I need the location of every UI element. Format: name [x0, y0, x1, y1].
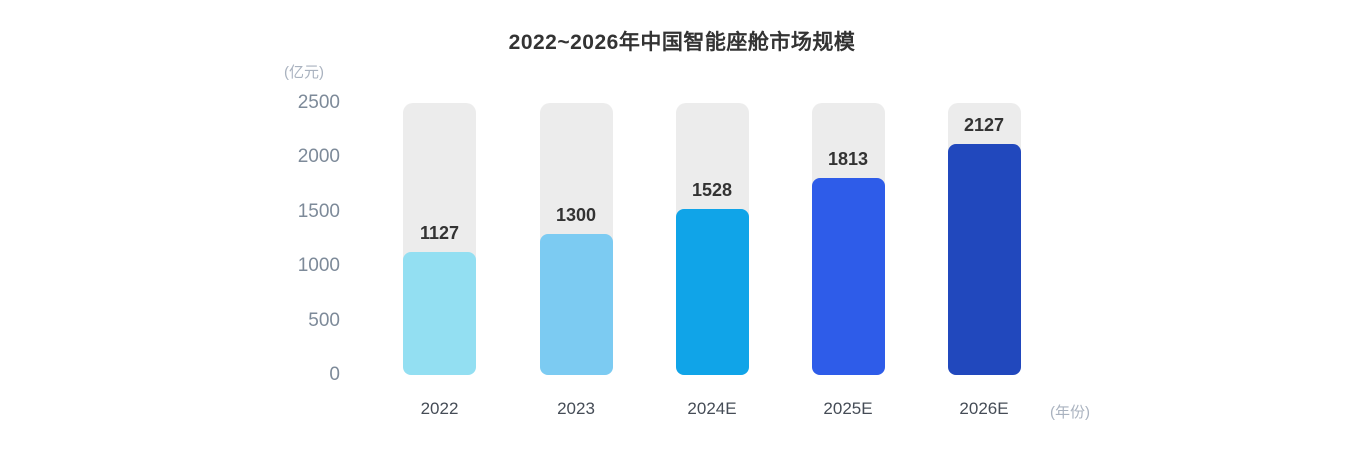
bar-value-label: 1528	[691, 179, 733, 200]
x-axis-unit-label: (年份)	[1050, 404, 1090, 421]
bar-fill-2026E	[947, 143, 1021, 375]
y-tick-label: 1000	[297, 255, 340, 277]
x-category-label: 2026E	[959, 399, 1009, 418]
x-category-label: 2025E	[823, 399, 873, 418]
bar-track: 2127	[947, 103, 1021, 375]
y-tick-label: 2000	[297, 146, 340, 168]
bar-fill-2024E	[675, 208, 749, 375]
y-tick-label: 500	[308, 309, 340, 331]
y-tick-label: 1500	[297, 200, 340, 222]
bar-value-label: 1300	[555, 204, 597, 225]
bar-track: 1813	[811, 103, 885, 375]
bar-value-label: 1127	[419, 223, 460, 244]
bar-value-label: 1813	[827, 148, 869, 169]
y-tick-label: 2500	[297, 92, 340, 113]
x-category-label: 2023	[557, 399, 595, 418]
bar-fill-2025E	[811, 177, 885, 375]
y-axis-unit-label: (亿元)	[284, 64, 324, 81]
bar-track: 1127	[403, 103, 476, 375]
bar-fill-2023	[539, 233, 613, 375]
bar-track: 1528	[675, 103, 749, 375]
bar-track: 1300	[539, 103, 613, 375]
y-tick-label: 0	[329, 364, 340, 385]
x-category-label: 2024E	[687, 399, 737, 418]
bar-value-label: 2127	[963, 114, 1005, 135]
chart-title: 2022~2026年中国智能座舱市场规模	[508, 31, 856, 54]
x-category-label: 2022	[420, 399, 459, 418]
bar-fill-2022	[403, 252, 476, 375]
